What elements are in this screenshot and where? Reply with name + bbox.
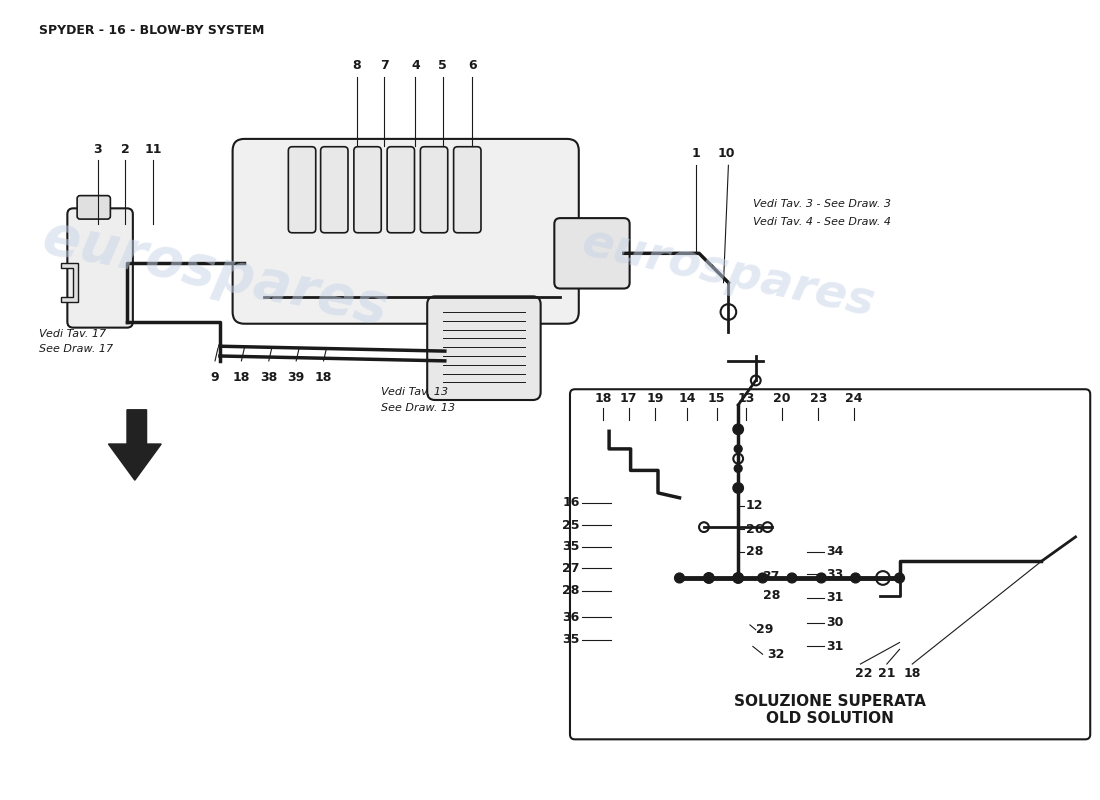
Text: 7: 7 [379,59,388,73]
Text: See Draw. 17: See Draw. 17 [39,344,113,354]
Text: Vedi Tav. 3 - See Draw. 3: Vedi Tav. 3 - See Draw. 3 [752,199,891,210]
Text: SPYDER - 16 - BLOW-BY SYSTEM: SPYDER - 16 - BLOW-BY SYSTEM [39,23,264,37]
Text: 31: 31 [826,640,844,653]
Text: 32: 32 [768,648,785,661]
Text: 1: 1 [692,147,701,161]
Text: 34: 34 [826,545,844,558]
Text: eurospares: eurospares [578,220,879,326]
Text: 30: 30 [826,617,844,630]
Text: 36: 36 [562,610,580,623]
Circle shape [735,465,743,472]
Text: 27: 27 [562,562,580,574]
Circle shape [894,573,904,583]
Text: 4: 4 [411,59,420,73]
Circle shape [788,573,796,583]
Text: 28: 28 [746,545,763,558]
Text: 35: 35 [562,633,580,646]
Text: 2: 2 [121,142,130,155]
Text: 6: 6 [468,59,476,73]
Circle shape [758,573,768,583]
Text: 37: 37 [762,570,780,582]
Circle shape [674,573,684,583]
Polygon shape [109,410,162,480]
Text: 23: 23 [810,392,827,405]
FancyBboxPatch shape [354,146,382,233]
FancyBboxPatch shape [232,139,579,324]
FancyBboxPatch shape [427,296,540,400]
Text: 14: 14 [679,392,696,405]
FancyBboxPatch shape [420,146,448,233]
Text: Vedi Tav. 13: Vedi Tav. 13 [382,387,449,397]
Text: 38: 38 [261,370,277,384]
Text: 21: 21 [878,667,895,680]
Text: 18: 18 [233,370,250,384]
FancyBboxPatch shape [67,208,133,328]
Text: 20: 20 [773,392,791,405]
Text: 26: 26 [746,522,763,535]
FancyBboxPatch shape [288,146,316,233]
Circle shape [735,484,743,492]
Circle shape [734,573,744,583]
Text: Vedi Tav. 4 - See Draw. 4: Vedi Tav. 4 - See Draw. 4 [752,217,891,227]
Text: 18: 18 [903,667,921,680]
FancyBboxPatch shape [453,146,481,233]
Text: 5: 5 [439,59,448,73]
Text: 3: 3 [94,142,102,155]
Circle shape [850,573,860,583]
Text: 9: 9 [211,370,219,384]
FancyBboxPatch shape [387,146,415,233]
Text: 10: 10 [717,147,735,161]
Text: eurospares: eurospares [37,210,393,336]
Text: 28: 28 [762,589,780,602]
Text: 31: 31 [826,591,844,604]
Text: 25: 25 [562,518,580,532]
Text: Vedi Tav. 17: Vedi Tav. 17 [39,329,106,338]
Text: 18: 18 [594,392,612,405]
Text: 22: 22 [855,667,872,680]
Circle shape [704,573,714,583]
Text: 12: 12 [746,499,763,512]
Text: 29: 29 [756,623,773,636]
Text: 19: 19 [647,392,663,405]
Text: 16: 16 [562,496,580,509]
FancyBboxPatch shape [77,196,110,219]
Circle shape [735,445,743,453]
Text: 13: 13 [737,392,755,405]
FancyBboxPatch shape [570,390,1090,739]
Text: 35: 35 [562,540,580,553]
FancyBboxPatch shape [554,218,629,289]
Text: 39: 39 [287,370,305,384]
Text: See Draw. 13: See Draw. 13 [382,403,455,413]
Text: 24: 24 [845,392,862,405]
Polygon shape [62,263,78,302]
Text: 15: 15 [708,392,725,405]
Text: SOLUZIONE SUPERATA: SOLUZIONE SUPERATA [734,694,926,709]
Text: 8: 8 [352,59,361,73]
FancyBboxPatch shape [320,146,348,233]
Text: 28: 28 [562,584,580,597]
Text: OLD SOLUTION: OLD SOLUTION [767,711,894,726]
Text: 18: 18 [315,370,332,384]
Text: 11: 11 [144,142,162,155]
Circle shape [735,426,743,434]
Text: 33: 33 [826,567,844,581]
Circle shape [816,573,826,583]
Text: 17: 17 [620,392,637,405]
